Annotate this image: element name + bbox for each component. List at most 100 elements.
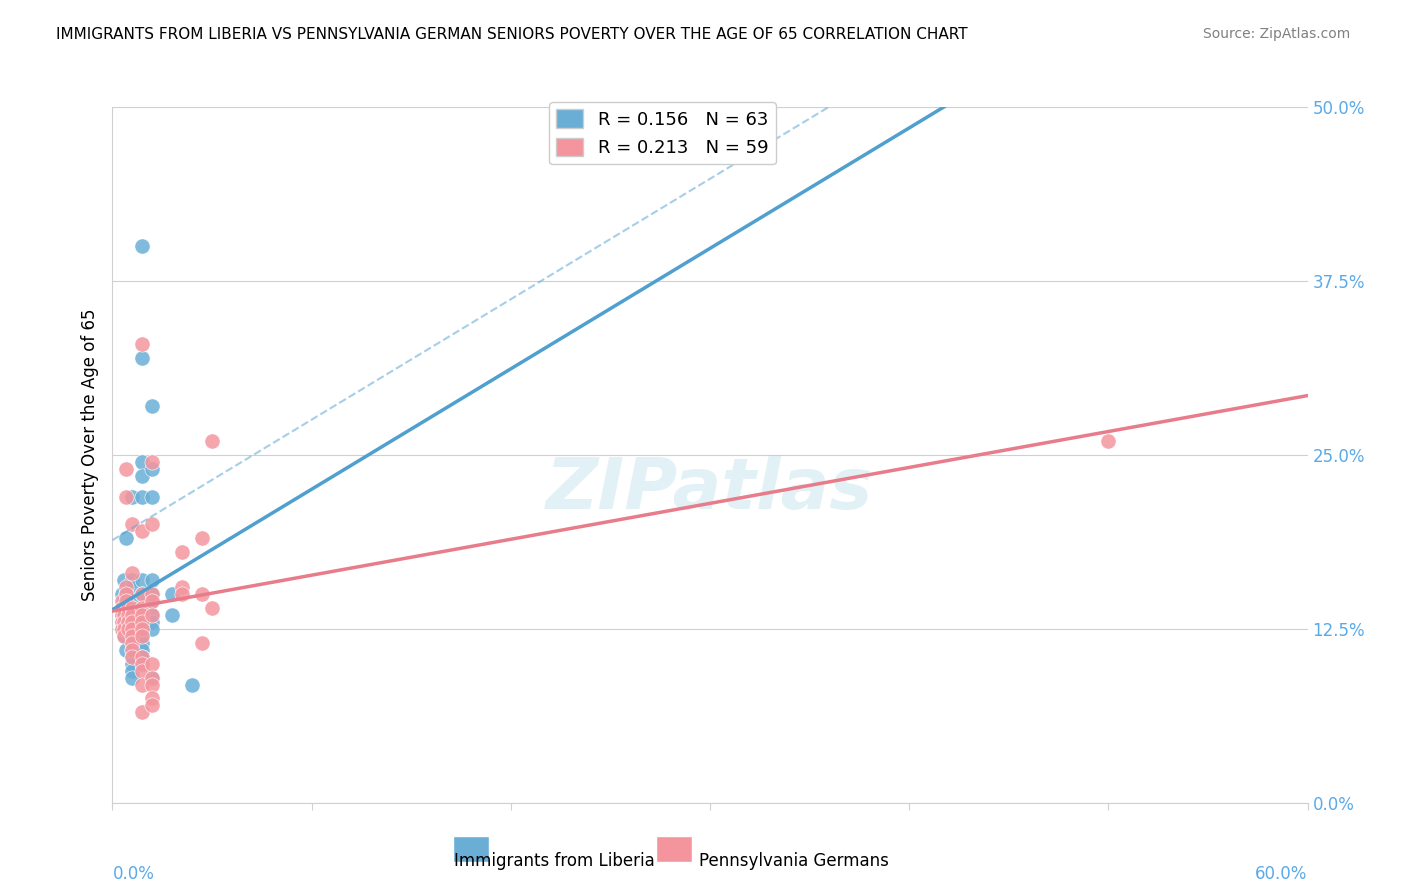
Point [131,657,153,671]
Point [141,698,163,713]
Point [121,629,143,643]
Point [111,601,134,615]
Point [114,607,135,622]
Point [121,671,143,685]
Point [121,580,143,594]
Point [115,587,138,601]
Point [115,580,138,594]
Point [121,573,143,587]
Point [121,615,143,629]
Point [141,607,163,622]
Text: 60.0%: 60.0% [1256,865,1308,883]
Text: IMMIGRANTS FROM LIBERIA VS PENNSYLVANIA GERMAN SENIORS POVERTY OVER THE AGE OF 6: IMMIGRANTS FROM LIBERIA VS PENNSYLVANIA … [56,27,967,42]
Point [121,649,143,664]
Point [1097,434,1119,448]
Point [141,587,163,601]
Point [141,691,163,706]
Point [131,706,153,720]
Point [131,649,153,664]
Point [121,629,143,643]
Point [141,455,163,469]
Point [141,399,163,413]
Point [141,573,163,587]
Point [131,677,153,691]
Point [141,587,163,601]
Point [111,594,134,608]
Point [131,607,153,622]
Point [191,532,214,546]
Point [141,671,163,685]
Point [111,607,134,622]
Text: 0.0%: 0.0% [112,865,155,883]
Point [121,636,143,650]
Point [117,601,139,615]
Point [114,629,135,643]
Point [114,594,135,608]
Point [121,642,143,657]
Point [141,607,163,622]
Point [121,649,143,664]
FancyBboxPatch shape [453,836,489,862]
Point [114,573,135,587]
Legend: R = 0.156   N = 63, R = 0.213   N = 59: R = 0.156 N = 63, R = 0.213 N = 59 [548,103,776,164]
Point [141,622,163,636]
Point [131,615,153,629]
Point [115,462,138,476]
Point [111,607,134,622]
Point [131,622,153,636]
Point [111,622,134,636]
Point [141,594,163,608]
Point [191,587,214,601]
Point [141,517,163,532]
Text: ZIPatlas: ZIPatlas [547,455,873,524]
Point [172,587,194,601]
Point [117,615,139,629]
Point [131,468,153,483]
Point [121,490,143,504]
Point [121,622,143,636]
Point [131,607,153,622]
Point [115,587,138,601]
Text: Immigrants from Liberia: Immigrants from Liberia [454,852,655,870]
Y-axis label: Seniors Poverty Over the Age of 65: Seniors Poverty Over the Age of 65 [80,309,98,601]
Point [131,587,153,601]
Point [121,607,143,622]
Point [121,607,143,622]
Point [121,642,143,657]
Point [115,601,138,615]
Point [121,517,143,532]
Point [131,615,153,629]
Point [114,629,135,643]
Point [121,601,143,615]
Point [115,594,138,608]
Point [121,636,143,650]
Point [131,629,153,643]
Point [141,594,163,608]
Point [117,615,139,629]
Point [162,607,183,622]
Point [114,622,135,636]
Point [115,490,138,504]
Point [115,642,138,657]
Point [162,587,183,601]
Point [114,615,135,629]
Point [201,434,224,448]
Text: Pennsylvania Germans: Pennsylvania Germans [699,852,889,870]
Point [131,657,153,671]
Point [115,532,138,546]
Point [111,622,134,636]
Point [131,664,153,678]
Point [131,649,153,664]
Point [172,580,194,594]
Point [131,629,153,643]
Point [141,462,163,476]
Point [131,601,153,615]
Point [121,566,143,581]
Point [141,677,163,691]
Point [141,657,163,671]
Point [111,615,134,629]
Point [131,636,153,650]
Point [131,642,153,657]
Point [131,573,153,587]
Point [172,545,194,559]
